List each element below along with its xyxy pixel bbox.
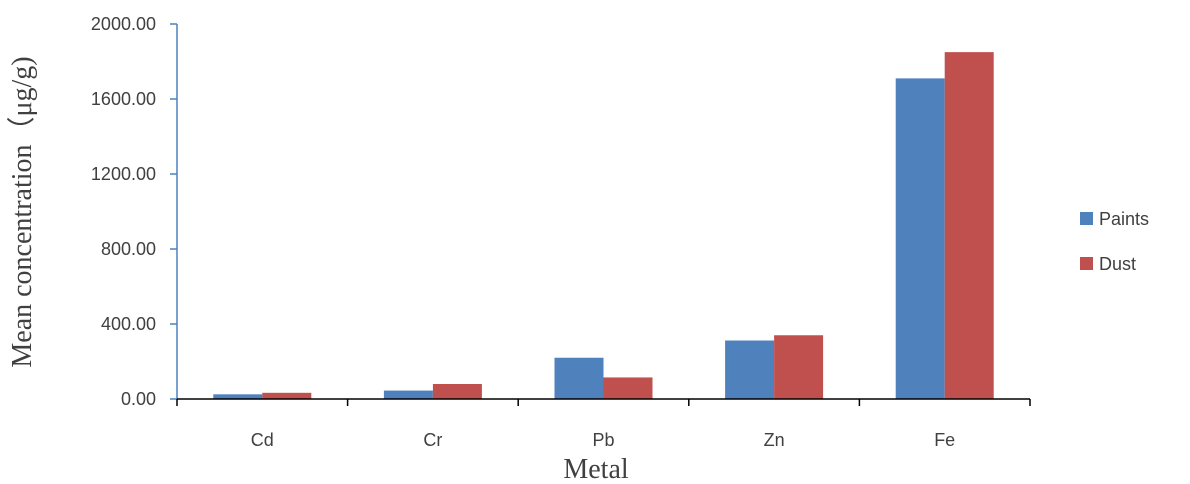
x-axis-ticks: Cd Cr Pb Zn Fe [176, 399, 1031, 450]
legend-label-dust: Dust [1099, 254, 1136, 274]
bar-dust-fe [944, 52, 994, 399]
bars-group [213, 52, 994, 399]
y-tick-label: 400.00 [101, 314, 156, 334]
bar-dust-zn [774, 335, 824, 399]
x-tick-label: Pb [592, 430, 614, 450]
bar-paints-fe [895, 78, 945, 399]
x-tick-label: Cr [423, 430, 442, 450]
x-tick-label: Fe [934, 430, 955, 450]
legend: Paints Dust [1080, 209, 1149, 274]
y-tick-label: 1600.00 [91, 89, 156, 109]
bar-paints-zn [725, 340, 775, 399]
bar-dust-pb [603, 377, 653, 399]
y-axis-title: Mean concentration（μg/g) [6, 56, 38, 367]
bar-paints-pb [554, 357, 604, 399]
bar-dust-cr [432, 384, 482, 399]
bar-paints-cr [383, 390, 433, 399]
y-tick-label: 1200.00 [91, 164, 156, 184]
x-tick-label: Zn [764, 430, 785, 450]
y-tick-label: 0.00 [121, 389, 156, 409]
y-tick-label: 2000.00 [91, 14, 156, 34]
bar-dust-cd [262, 392, 312, 399]
legend-swatch-paints [1080, 212, 1093, 225]
bar-paints-cd [213, 394, 263, 399]
y-axis-ticks: 0.00 400.00 800.00 1200.00 1600.00 2000.00 [91, 14, 177, 409]
x-axis-title: Metal [563, 454, 629, 484]
x-tick-label: Cd [251, 430, 274, 450]
y-tick-label: 800.00 [101, 239, 156, 259]
legend-label-paints: Paints [1099, 209, 1149, 229]
legend-swatch-dust [1080, 257, 1093, 270]
